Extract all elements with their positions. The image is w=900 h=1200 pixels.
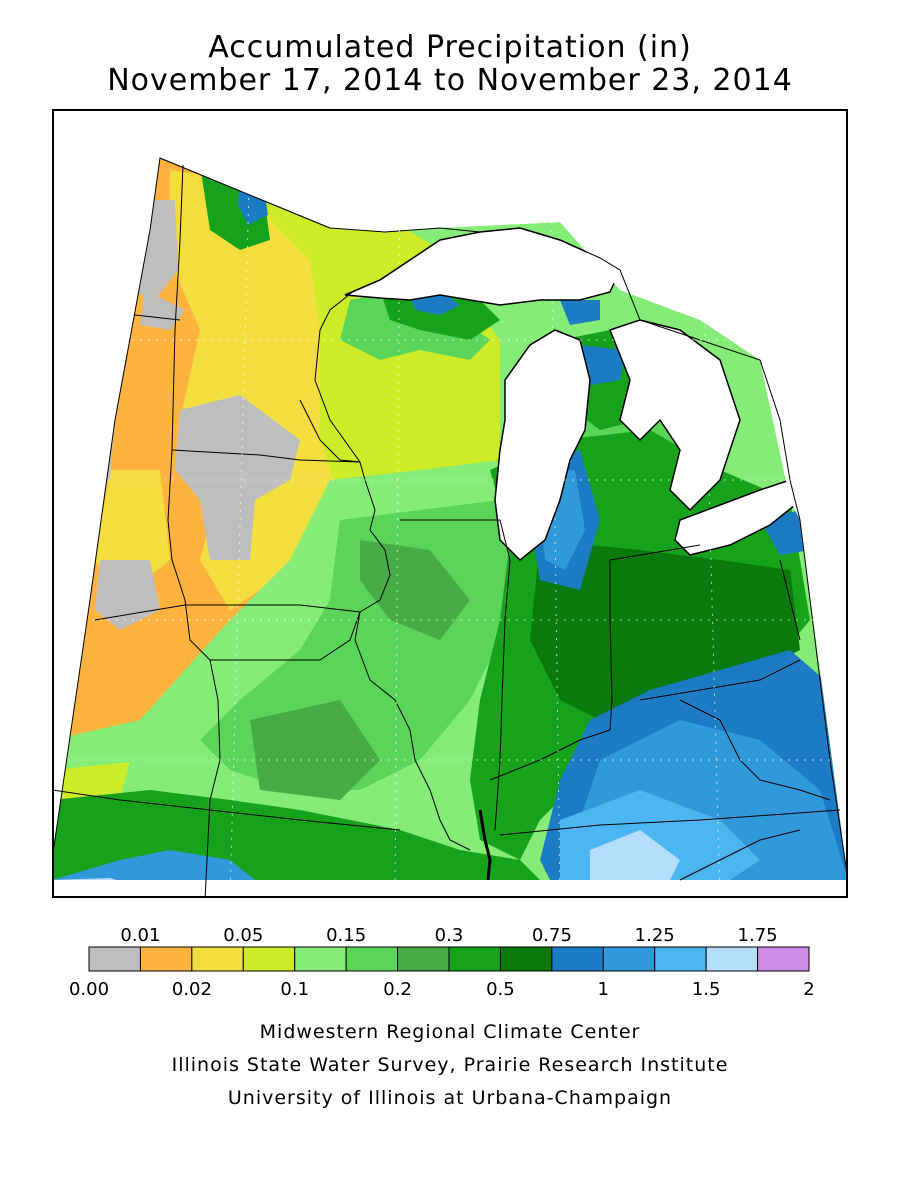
legend-lower-label: 2: [803, 979, 814, 1000]
legend-lower-label: 1.5: [692, 979, 721, 1000]
legend-upper-label: 0.05: [223, 925, 263, 946]
legend-swatch: [397, 946, 450, 972]
legend-lower-label: 0.2: [383, 979, 412, 1000]
legend-lower-label: 0.02: [172, 979, 212, 1000]
great-lakes: [344, 227, 796, 562]
legend-swatch: [757, 946, 810, 972]
credit-center: Midwestern Regional Climate Center: [259, 1021, 641, 1043]
legend-swatch: [294, 946, 347, 972]
legend-upper-label: 1.75: [738, 925, 778, 946]
legend-swatch: [448, 946, 501, 972]
legend-swatch: [654, 946, 707, 972]
legend-swatch: [602, 946, 656, 972]
map-date-range: November 17, 2014 to November 23, 2014: [107, 63, 793, 98]
state-boundary-nd-mn: [171, 164, 184, 451]
legend-swatch: [345, 946, 399, 972]
legend-swatch: [551, 946, 604, 972]
legend-lower-label: 1: [598, 979, 609, 1000]
lake-huron: [609, 319, 741, 512]
legend-upper-label: 0.15: [326, 925, 366, 946]
credit-university: University of Illinois at Urbana-Champai…: [227, 1087, 673, 1109]
map-title: Accumulated Precipitation (in): [208, 30, 692, 65]
legend-swatch: [139, 946, 193, 972]
legend-swatch: [191, 946, 244, 972]
legend-lower-label: 0.5: [486, 979, 515, 1000]
graticule: [54, 149, 846, 896]
legend-swatch: [705, 946, 759, 972]
legend-upper-label: 0.75: [532, 925, 572, 946]
legend-upper-label: 0.3: [435, 925, 464, 946]
canada-region: [160, 120, 846, 520]
lake-michigan: [494, 329, 591, 562]
legend-swatch: [88, 946, 141, 972]
legend-upper-label: 0.01: [120, 925, 160, 946]
legend-lower-label: 0.00: [69, 979, 109, 1000]
legend-lower-label: 0.1: [280, 979, 309, 1000]
field-gray-central: [175, 395, 300, 560]
legend-upper-label: 1.25: [635, 925, 675, 946]
precipitation-map: [52, 109, 848, 898]
legend-swatch: [242, 946, 296, 972]
credit-survey: Illinois State Water Survey, Prairie Res…: [171, 1054, 729, 1076]
legend-swatch: [499, 946, 553, 972]
